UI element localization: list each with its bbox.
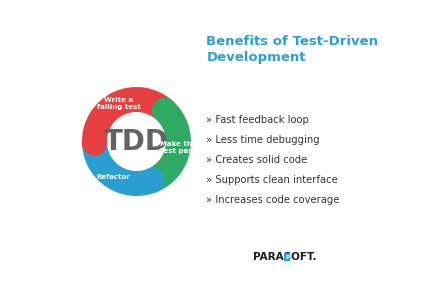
Text: Refactor: Refactor — [97, 174, 130, 180]
Text: » Less time debugging: » Less time debugging — [206, 135, 320, 145]
Text: » Increases code coverage: » Increases code coverage — [206, 196, 340, 205]
Wedge shape — [82, 87, 173, 143]
Circle shape — [82, 130, 107, 156]
Text: PARASOFT.: PARASOFT. — [253, 252, 317, 262]
Text: Write a
failing test: Write a failing test — [97, 97, 141, 110]
Text: » Supports clean interface: » Supports clean interface — [206, 175, 338, 185]
Wedge shape — [147, 101, 191, 192]
Text: » Fast feedback loop: » Fast feedback loop — [206, 115, 309, 125]
Text: TDD: TDD — [104, 128, 169, 155]
Text: » Creates solid code: » Creates solid code — [206, 155, 308, 165]
FancyBboxPatch shape — [284, 253, 290, 261]
Text: Make the
test pass: Make the test pass — [159, 141, 196, 154]
Wedge shape — [82, 143, 157, 196]
Text: Benefits of Test-Driven
Development: Benefits of Test-Driven Development — [206, 35, 378, 64]
Circle shape — [139, 168, 165, 193]
Circle shape — [152, 98, 177, 123]
Text: P: P — [285, 255, 289, 260]
Circle shape — [107, 112, 166, 171]
